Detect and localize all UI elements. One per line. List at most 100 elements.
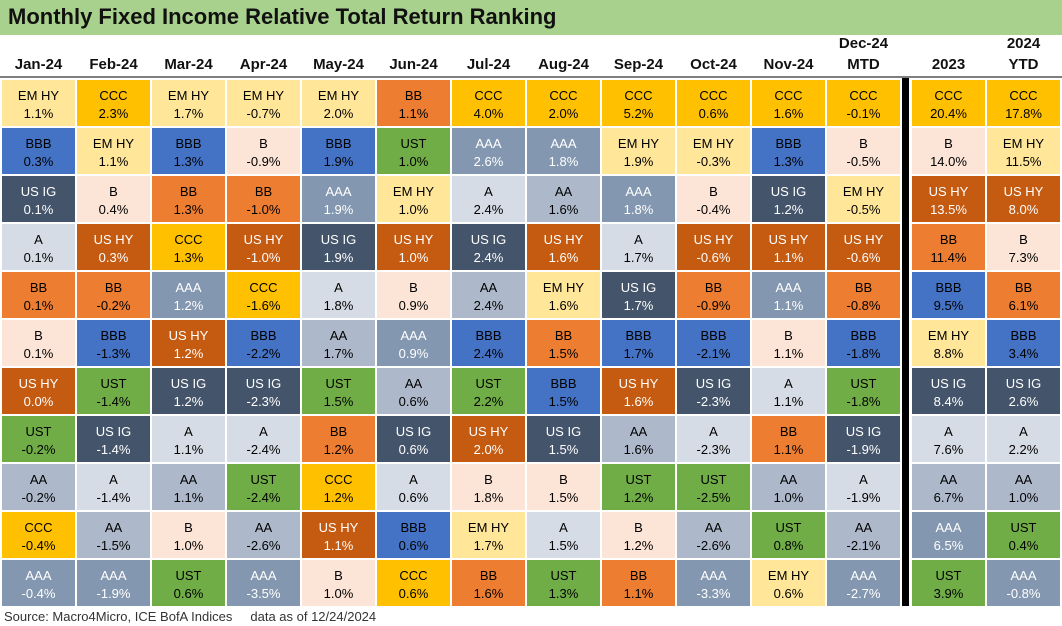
ranking-cell: US IG 1.9% [302,224,375,270]
ranking-cell: B 0.1% [2,320,75,366]
sector-label: BBB [475,328,502,343]
column-header: Jan-24 [2,35,75,77]
ranking-cell: BB 1.6% [452,560,525,606]
return-value: 1.1% [773,442,804,457]
sector-label: AAA [625,184,652,199]
return-value: 1.2% [173,298,204,313]
return-value: 0.6% [173,586,204,601]
sector-label: UST [175,568,202,583]
return-value: -1.0% [246,250,281,265]
column-header-line2: 2023 [931,56,966,73]
sector-label: US HY [928,184,969,199]
ranking-cell: B 14.0% [912,128,985,174]
ranking-cell: BB 1.5% [527,320,600,366]
ranking-cell: US IG 1.2% [152,368,225,414]
ranking-cell: A 2.2% [987,416,1060,462]
sector-label: US HY [393,232,434,247]
return-value: 1.2% [323,442,354,457]
ranking-cell: BBB 0.3% [2,128,75,174]
sector-label: AAA [775,280,802,295]
ranking-cell: US IG -2.3% [677,368,750,414]
return-value: 2.2% [473,394,504,409]
column-header-line1 [377,35,450,53]
column-header-line1 [227,35,300,53]
return-value: 1.0% [323,586,354,601]
return-value: 1.5% [548,394,579,409]
sector-label: AA [404,376,423,391]
sector-label: US IG [620,280,657,295]
column-header-line2: Feb-24 [89,56,138,73]
sector-label: BBB [775,136,802,151]
return-value: 13.5% [930,202,967,217]
column-header-line2: Apr-24 [239,56,288,73]
ranking-cell: US IG 1.2% [752,176,825,222]
column-header-line2: MTD [847,56,880,73]
sector-label: CCC [324,472,353,487]
ranking-cell: US IG 1.7% [602,272,675,318]
ranking-cell: A 1.1% [152,416,225,462]
return-value: 1.1% [173,490,204,505]
return-value: -1.8% [846,394,881,409]
ranking-cell: EM HY 1.7% [452,512,525,558]
sector-label: B [109,184,118,199]
return-value: -0.3% [696,154,731,169]
sector-label: UST [700,472,727,487]
return-value: -2.7% [846,586,881,601]
ranking-cell: UST 3.9% [912,560,985,606]
ranking-cell: CCC 1.2% [302,464,375,510]
ranking-cell: US HY 1.6% [527,224,600,270]
ranking-cell: CCC 17.8% [987,80,1060,126]
return-value: 1.0% [398,202,429,217]
ranking-cell: US HY 1.6% [602,368,675,414]
ranking-cell: US IG -1.9% [827,416,900,462]
ranking-cell: BBB -2.1% [677,320,750,366]
sector-label: AA [779,472,798,487]
ranking-cell: CCC 1.3% [152,224,225,270]
return-value: 1.6% [773,106,804,121]
sector-label: B [709,184,718,199]
column-header: May-24 [302,35,375,77]
column-header: Nov-24 [752,35,825,77]
ranking-cell: BBB 1.3% [152,128,225,174]
sector-label: AA [179,472,198,487]
sector-label: BB [254,184,273,199]
return-value: 1.1% [23,106,54,121]
return-value: -0.2% [21,442,56,457]
sector-label: UST [1010,520,1037,535]
ranking-cell: EM HY 1.1% [77,128,150,174]
return-value: -0.2% [21,490,56,505]
return-value: -1.6% [246,298,281,313]
ranking-cell: US IG -1.4% [77,416,150,462]
sector-label: US HY [168,328,209,343]
sector-label: US HY [318,520,359,535]
return-value: 20.4% [930,106,967,121]
ranking-cell: BBB 1.7% [602,320,675,366]
sector-label: CCC [849,88,878,103]
return-value: 0.6% [398,538,429,553]
ranking-cell: EM HY 1.7% [152,80,225,126]
ranking-grid: EM HY 1.1% BBB 0.3% US IG 0.1% A 0.1% BB 0.1% B 0.1… [0,78,1062,606]
return-value: 1.6% [548,298,579,313]
return-value: -0.4% [696,202,731,217]
ranking-cell: EM HY 1.0% [377,176,450,222]
sector-label: EM HY [617,136,660,151]
column-header-line1 [912,35,985,53]
ranking-cell: B 1.1% [752,320,825,366]
sector-label: EM HY [467,520,510,535]
ranking-cell: US HY -1.0% [227,224,300,270]
return-value: 1.7% [623,346,654,361]
sector-label: BB [329,424,348,439]
ranking-cell: BBB 2.4% [452,320,525,366]
column-header-line2: Nov-24 [763,56,814,73]
sector-label: BBB [850,328,877,343]
ranking-cell: CCC 20.4% [912,80,985,126]
sector-label: A [859,472,868,487]
return-value: 1.3% [173,250,204,265]
ranking-cell: UST -1.8% [827,368,900,414]
return-value: -1.0% [246,202,281,217]
sector-label: A [709,424,718,439]
return-value: -1.4% [96,442,131,457]
sector-label: EM HY [842,184,885,199]
return-value: 1.6% [548,250,579,265]
sector-label: BB [554,328,573,343]
